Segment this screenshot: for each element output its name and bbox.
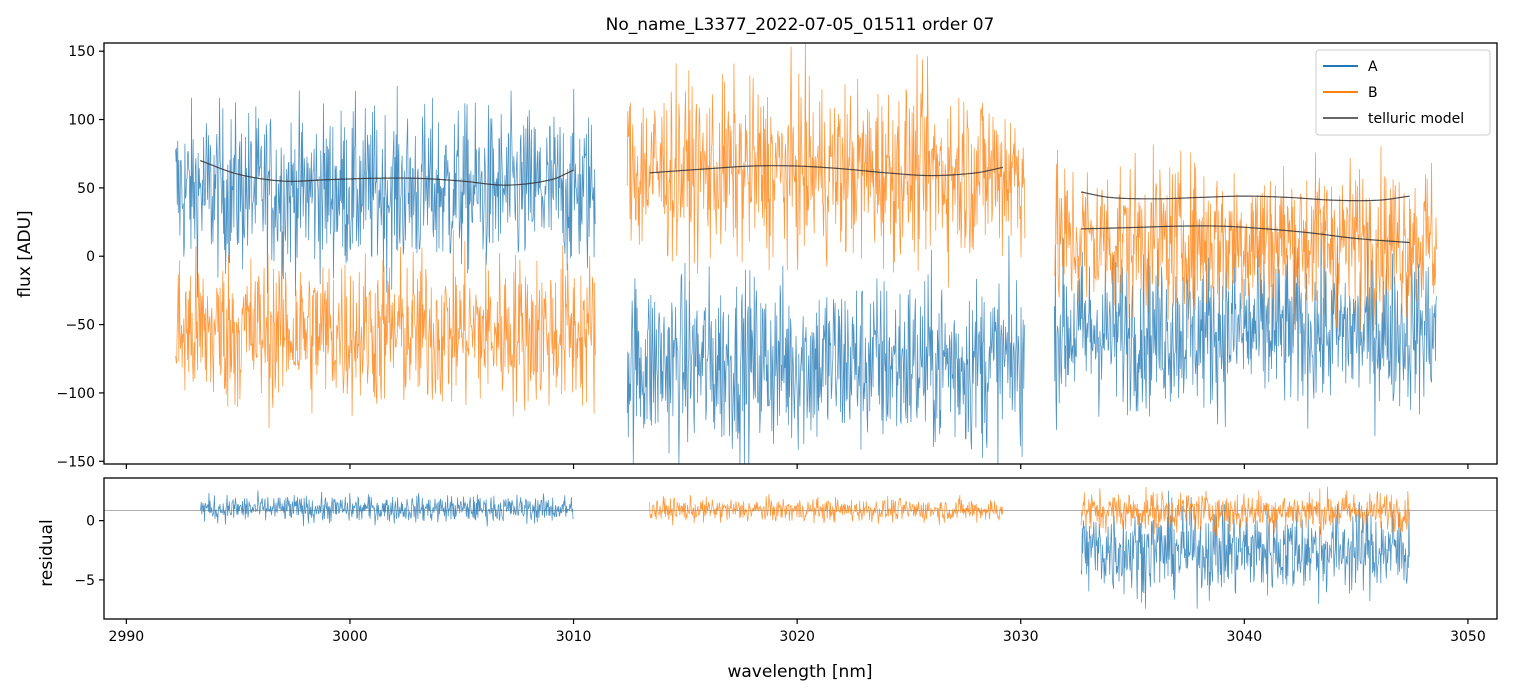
- x-tick-label: 3040: [1227, 629, 1263, 645]
- series-a-segment: [199, 490, 574, 527]
- chart-title: No_name_L3377_2022-07-05_01511 order 07: [606, 15, 995, 35]
- y-tick-label: 100: [68, 113, 95, 129]
- series-a-segment: [626, 235, 1026, 464]
- x-tick-label: 3000: [332, 629, 368, 645]
- residual-axes-frame: [103, 477, 1498, 620]
- x-axis-label: wavelength [nm]: [727, 662, 872, 682]
- y-tick-label: −50: [65, 318, 95, 334]
- flux-y-ticks: −150 −100 −50 0 50 100 150: [57, 44, 104, 470]
- y-tick-label: 0: [86, 514, 95, 530]
- series-a-segment: [175, 86, 596, 298]
- flux-x-ticks: [125, 464, 1469, 469]
- x-tick-label: 3010: [556, 629, 592, 645]
- flux-y-label: flux [ADU]: [15, 210, 35, 297]
- y-tick-label: 50: [77, 181, 95, 197]
- series-b-segment: [1053, 144, 1437, 347]
- flux-plot-area: [175, 43, 1437, 464]
- telluric-model-line: [199, 159, 574, 186]
- y-tick-label: −5: [74, 573, 95, 589]
- residual-y-label: residual: [37, 519, 57, 586]
- residual-panel: −5 0 2990 3000 3010 3020 3030 3040 3050 residua…: [37, 477, 1498, 645]
- x-tick-label: 2990: [109, 629, 145, 645]
- series-b-segment: [175, 226, 597, 429]
- series-b-segment: [649, 494, 1004, 526]
- y-tick-label: 0: [86, 249, 95, 265]
- telluric-model-line: [1081, 225, 1410, 244]
- y-tick-label: −100: [57, 386, 95, 402]
- flux-axes-frame: [103, 42, 1498, 465]
- legend-label-b: B: [1368, 85, 1378, 101]
- legend-label-a: A: [1368, 59, 1378, 75]
- series-b-segment: [1080, 486, 1410, 537]
- telluric-model-line: [649, 165, 1003, 177]
- residual-plot-area: [104, 486, 1497, 609]
- y-tick-label: −150: [57, 454, 95, 470]
- series-b-segment: [626, 43, 1026, 303]
- telluric-model-line: [1080, 191, 1410, 202]
- legend-label-telluric: telluric model: [1368, 111, 1464, 127]
- flux-panel: −150 −100 −50 0 50 100 150 flux [ADU] A B tell…: [15, 42, 1498, 470]
- residual-x-ticks: 2990 3000 3010 3020 3030 3040 3050: [109, 619, 1486, 645]
- y-tick-label: 150: [68, 44, 95, 60]
- x-tick-label: 3020: [779, 629, 815, 645]
- x-tick-label: 3050: [1450, 629, 1486, 645]
- residual-y-ticks: −5 0: [74, 514, 104, 589]
- legend: A B telluric model: [1315, 49, 1491, 136]
- legend-box: [1315, 49, 1491, 136]
- x-tick-label: 3030: [1003, 629, 1039, 645]
- series-a-segment: [1080, 490, 1410, 609]
